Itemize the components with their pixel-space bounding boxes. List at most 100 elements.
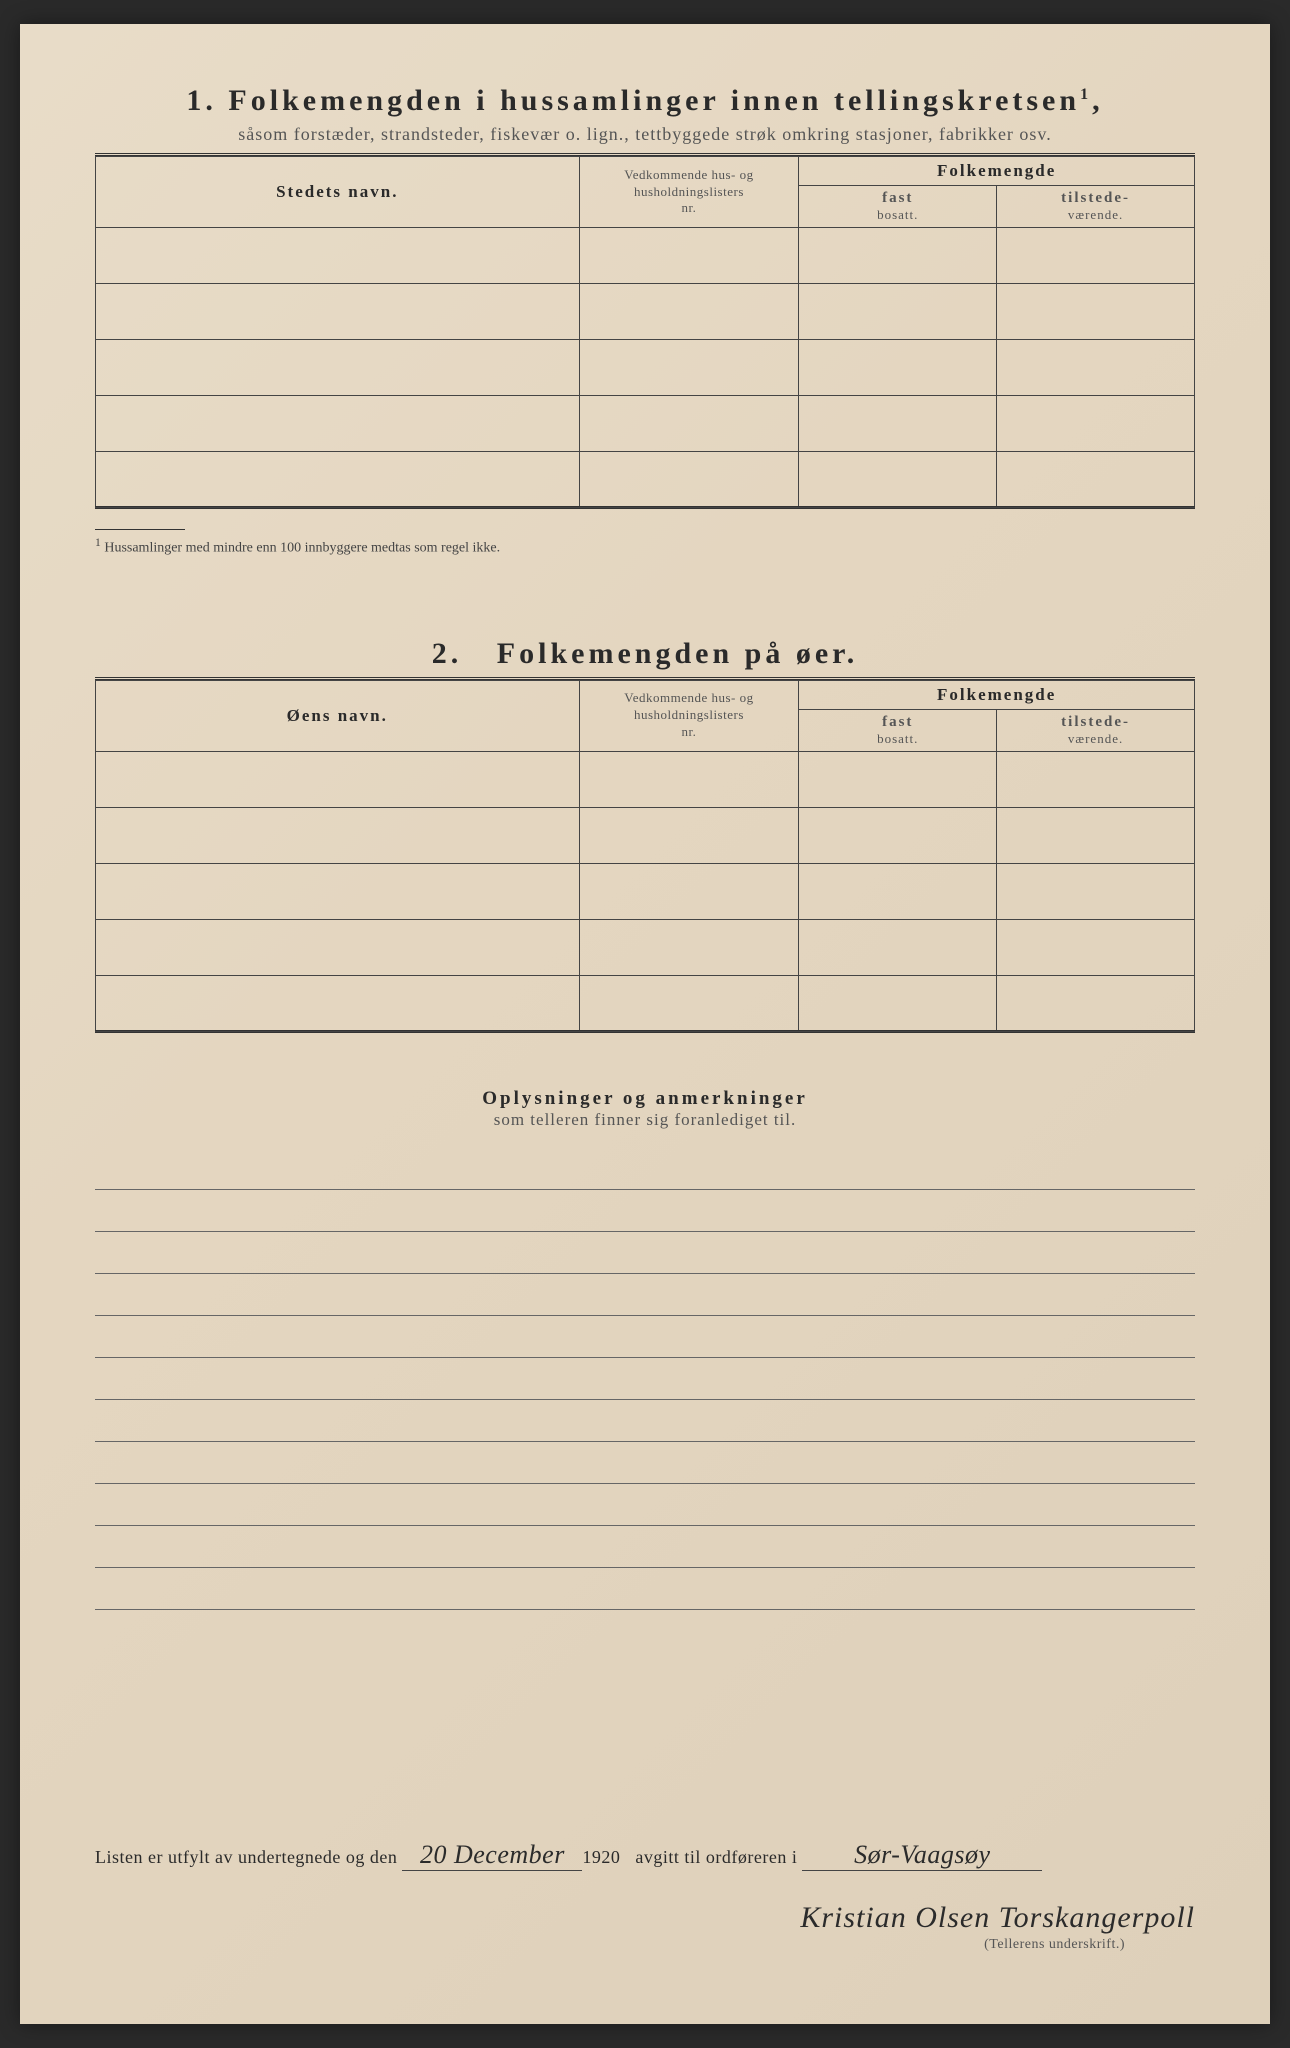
- ruled-line: [95, 1316, 1195, 1358]
- ruled-line: [95, 1232, 1195, 1274]
- table-1-col-hus-l1: Vedkommende hus- og: [624, 167, 753, 182]
- remarks-light: som telleren finner sig foranlediget til…: [95, 1110, 1195, 1130]
- section-1-bottom-rule: [95, 506, 1195, 509]
- table-row: [96, 396, 1195, 452]
- section-1-number: 1.: [186, 84, 217, 117]
- table-row: [96, 284, 1195, 340]
- ruled-line: [95, 1190, 1195, 1232]
- section-2-title-text: Folkemengden på øer.: [497, 637, 858, 670]
- section-2-bottom-rule: [95, 1030, 1195, 1033]
- table-cell: [96, 228, 580, 284]
- ruled-line: [95, 1442, 1195, 1484]
- table-cell: [579, 340, 799, 396]
- section-1: 1. Folkemengden i hussamlinger innen tel…: [95, 84, 1195, 557]
- table-cell: [799, 284, 997, 340]
- table-row: [96, 919, 1195, 975]
- table-cell: [96, 340, 580, 396]
- ruled-line: [95, 1400, 1195, 1442]
- table-2-col-hus: Vedkommende hus- og husholdningslisters …: [579, 680, 799, 751]
- table-row: [96, 228, 1195, 284]
- table-cell: [579, 452, 799, 508]
- table-2-col-fast-strong: fast: [805, 714, 990, 731]
- section-1-footnote: 1 Hussamlinger med mindre enn 100 innbyg…: [95, 529, 1195, 557]
- table-1-col-name: Stedets navn.: [96, 157, 580, 228]
- table-2-col-hus-l1: Vedkommende hus- og: [624, 690, 753, 705]
- section-1-subtitle: såsom forstæder, strandsteder, fiskevær …: [95, 124, 1195, 145]
- table-2-body: [96, 751, 1195, 1031]
- table-cell: [997, 919, 1195, 975]
- table-2-col-fast-weak: bosatt.: [805, 731, 990, 747]
- table-cell: [96, 284, 580, 340]
- table-cell: [799, 228, 997, 284]
- table-cell: [96, 863, 580, 919]
- table-cell: [997, 807, 1195, 863]
- section-2: 2. Folkemengden på øer. Øens navn. Vedko…: [95, 637, 1195, 1033]
- section-1-title-sup: 1: [1080, 86, 1092, 103]
- table-cell: [799, 751, 997, 807]
- table-row: [96, 807, 1195, 863]
- table-cell: [579, 284, 799, 340]
- sig-mid: avgitt til ordføreren i: [635, 1847, 797, 1867]
- sig-date-line: 20 December: [402, 1840, 582, 1871]
- sig-date: 20 December: [420, 1840, 565, 1869]
- table-cell: [997, 284, 1195, 340]
- section-1-title-text: Folkemengden i hussamlinger innen tellin…: [228, 84, 1080, 117]
- remarks-lines: [95, 1148, 1195, 1610]
- table-cell: [579, 396, 799, 452]
- table-1: Stedets navn. Vedkommende hus- og hushol…: [95, 156, 1195, 508]
- table-2-col-name: Øens navn.: [96, 680, 580, 751]
- table-cell: [997, 452, 1195, 508]
- table-1-body: [96, 228, 1195, 508]
- table-2-col-folk: Folkemengde: [799, 680, 1195, 709]
- footnote-text: Hussamlinger med mindre enn 100 innbygge…: [104, 541, 500, 556]
- table-cell: [579, 751, 799, 807]
- sig-place: Sør-Vaagsøy: [854, 1840, 990, 1869]
- section-1-title: 1. Folkemengden i hussamlinger innen tel…: [95, 84, 1195, 118]
- table-cell: [799, 919, 997, 975]
- table-cell: [799, 807, 997, 863]
- table-cell: [997, 751, 1195, 807]
- table-cell: [96, 452, 580, 508]
- table-cell: [96, 807, 580, 863]
- ruled-line: [95, 1526, 1195, 1568]
- document-page: 1. Folkemengden i hussamlinger innen tel…: [20, 24, 1270, 2024]
- table-1-col-hus-l2: husholdningslisters: [634, 184, 744, 199]
- table-cell: [997, 863, 1195, 919]
- sig-year: 1920: [582, 1847, 620, 1867]
- signature-block: Listen er utfylt av undertegnede og den …: [95, 1840, 1195, 1953]
- sig-place-line: Sør-Vaagsøy: [802, 1840, 1042, 1871]
- table-2-col-hus-l2: husholdningslisters: [634, 707, 744, 722]
- table-cell: [799, 863, 997, 919]
- table-1-col-til: tilstede- værende.: [997, 186, 1195, 228]
- table-cell: [96, 975, 580, 1031]
- table-cell: [997, 228, 1195, 284]
- remarks-heading: Oplysninger og anmerkninger som telleren…: [95, 1088, 1195, 1130]
- table-cell: [799, 340, 997, 396]
- table-cell: [579, 228, 799, 284]
- ruled-line: [95, 1568, 1195, 1610]
- table-row: [96, 452, 1195, 508]
- table-1-col-fast: fast bosatt.: [799, 186, 997, 228]
- table-2: Øens navn. Vedkommende hus- og husholdni…: [95, 680, 1195, 1032]
- table-cell: [997, 396, 1195, 452]
- table-1-col-fast-weak: bosatt.: [805, 207, 990, 223]
- ruled-line: [95, 1148, 1195, 1190]
- ruled-line: [95, 1358, 1195, 1400]
- table-1-col-hus: Vedkommende hus- og husholdningslisters …: [579, 157, 799, 228]
- teller-signature: Kristian Olsen Torskangerpoll: [800, 1901, 1195, 1934]
- footnote-rule: [95, 529, 185, 530]
- table-row: [96, 975, 1195, 1031]
- table-cell: [579, 807, 799, 863]
- table-cell: [579, 863, 799, 919]
- table-1-col-til-weak: værende.: [1003, 207, 1188, 223]
- footnote-marker: 1: [95, 536, 101, 549]
- section-2-title: 2. Folkemengden på øer.: [95, 637, 1195, 671]
- table-2-col-fast: fast bosatt.: [799, 709, 997, 751]
- table-cell: [799, 975, 997, 1031]
- ruled-line: [95, 1274, 1195, 1316]
- table-cell: [799, 396, 997, 452]
- sig-prefix: Listen er utfylt av undertegnede og den: [95, 1847, 397, 1867]
- table-1-col-fast-strong: fast: [805, 190, 990, 207]
- ruled-line: [95, 1484, 1195, 1526]
- table-cell: [96, 396, 580, 452]
